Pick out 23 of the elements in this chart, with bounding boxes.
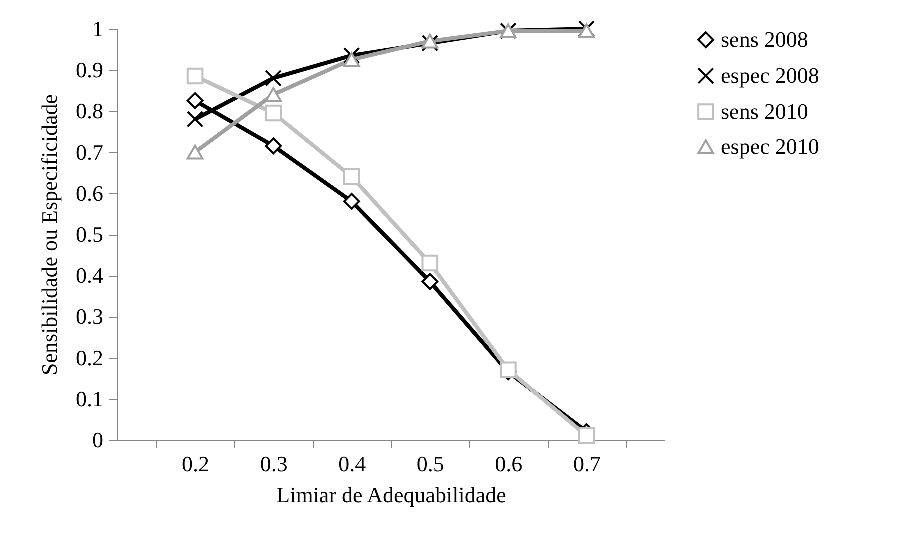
x-tick-label: 0.5 bbox=[416, 452, 444, 476]
y-tick-label: 0.1 bbox=[76, 386, 104, 412]
legend-label: sens 2010 bbox=[721, 99, 808, 124]
x-tick-label: 0.4 bbox=[338, 452, 366, 476]
legend-label: espec 2008 bbox=[721, 63, 820, 88]
y-tick-label: 0.5 bbox=[76, 222, 104, 247]
x-tick-label: 0.7 bbox=[573, 452, 601, 476]
x-tick-label: 0.3 bbox=[260, 452, 288, 476]
y-tick-label: 0.2 bbox=[76, 345, 104, 370]
legend-label: espec 2010 bbox=[721, 134, 820, 159]
y-tick-label: 0.8 bbox=[76, 98, 104, 124]
x-tick-label: 0.6 bbox=[495, 452, 523, 476]
y-axis-title: Sensibilidade ou Especificidade bbox=[37, 94, 62, 376]
y-tick-label: 0.6 bbox=[76, 180, 104, 206]
y-tick-label: 0.9 bbox=[76, 58, 104, 83]
legend-label: sens 2008 bbox=[721, 27, 808, 52]
y-tick-label: 0.4 bbox=[76, 263, 104, 288]
y-tick-label: 0.7 bbox=[76, 140, 104, 165]
y-tick-label: 0.3 bbox=[76, 304, 104, 330]
y-tick-label: 0 bbox=[92, 428, 104, 452]
x-axis-title: Limiar de Adequabilidade bbox=[276, 482, 506, 508]
y-tick-label: 1 bbox=[92, 16, 104, 42]
x-tick-label: 0.2 bbox=[182, 452, 210, 476]
